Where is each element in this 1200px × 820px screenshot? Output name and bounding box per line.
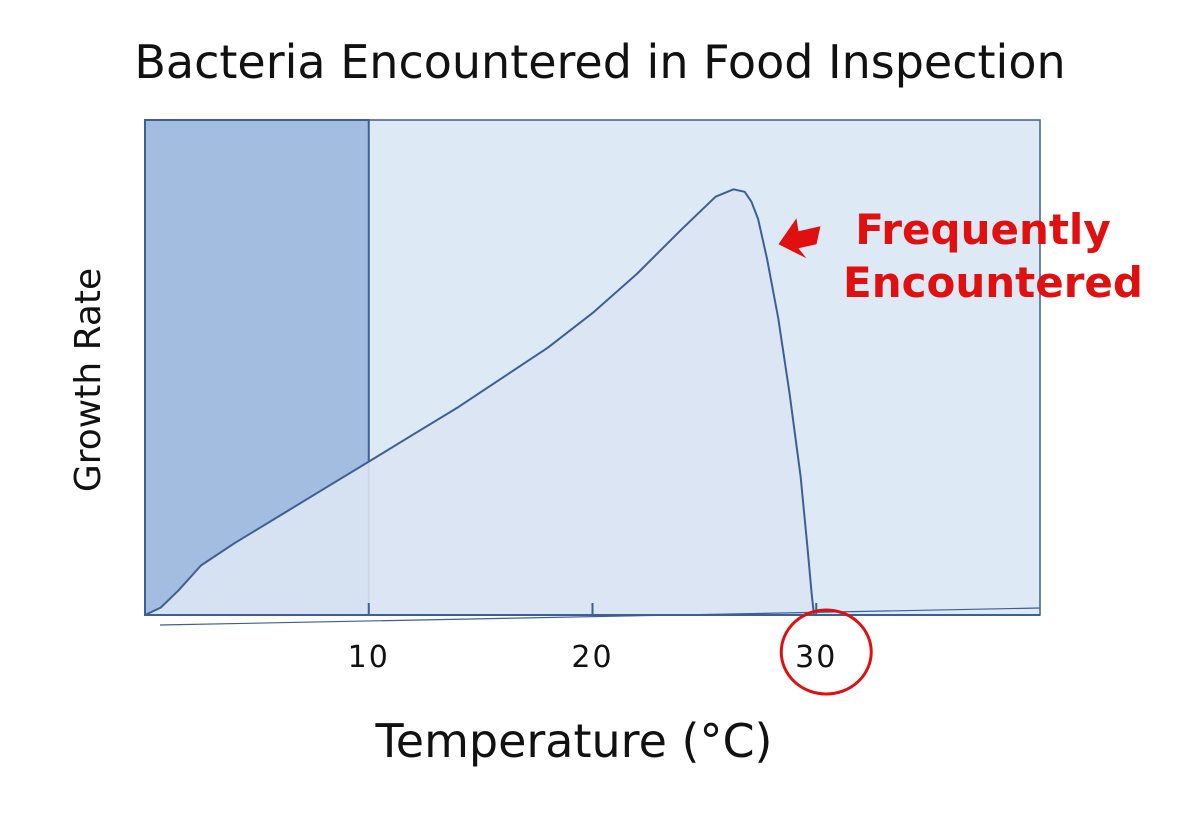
growth-curve-line: [144, 188, 815, 616]
x-tick-label: 30: [795, 640, 837, 675]
baseline-line: [159, 607, 1041, 626]
x-tick-label: 10: [348, 640, 390, 675]
x-axis-label: Temperature (°C): [374, 714, 772, 768]
annotation-line-1: Frequently: [855, 205, 1110, 254]
highlight-circle: [779, 608, 873, 696]
x-tick-label: 20: [571, 640, 613, 675]
y-axis-label: Growth Rate: [68, 268, 109, 492]
chart-title: Bacteria Encountered in Food Inspection: [134, 35, 1065, 89]
annotation-line-2: Encountered: [843, 258, 1143, 307]
growth-area-fill: [145, 189, 814, 616]
plot-area: 10 20 30: [144, 119, 1041, 696]
annotation-arrow: [778, 218, 821, 259]
